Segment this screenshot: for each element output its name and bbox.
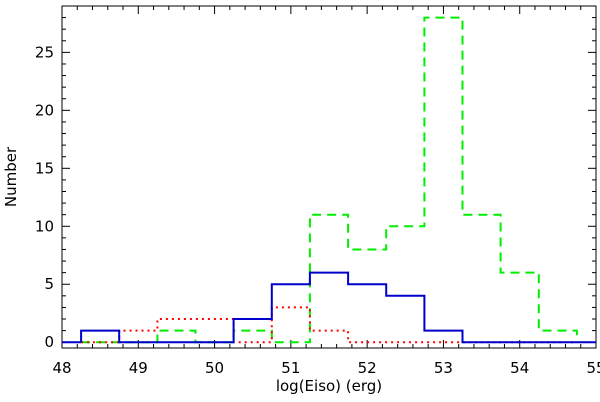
x-tick-label: 54 bbox=[510, 359, 529, 377]
plot-frame bbox=[61, 5, 597, 349]
y-tick-label: 10 bbox=[35, 217, 54, 235]
x-tick-label: 49 bbox=[129, 359, 148, 377]
y-tick-label: 15 bbox=[35, 159, 54, 177]
x-tick-label: 50 bbox=[205, 359, 224, 377]
series-layer bbox=[62, 16, 596, 344]
y-tick-label: 25 bbox=[35, 43, 54, 61]
x-tick-label: 52 bbox=[358, 359, 377, 377]
tick-labels: 48 49 50 51 52 53 54 55 0 5 10 15 20 25 bbox=[35, 43, 600, 377]
histogram-series-solid bbox=[80, 271, 577, 344]
y-tick-label: 0 bbox=[44, 333, 54, 351]
axis-ticks bbox=[61, 5, 597, 348]
y-axis-title: Number bbox=[2, 146, 20, 207]
x-tick-label: 51 bbox=[281, 359, 300, 377]
x-axis-title: log(Eiso) (erg) bbox=[276, 377, 382, 395]
y-tick-label: 5 bbox=[44, 275, 54, 293]
x-tick-label: 48 bbox=[52, 359, 71, 377]
x-tick-label: 55 bbox=[586, 359, 600, 377]
histogram-series-dashed bbox=[81, 16, 578, 344]
x-tick-label: 53 bbox=[434, 359, 453, 377]
y-tick-label: 20 bbox=[35, 101, 54, 119]
histogram-series-dotted bbox=[81, 306, 577, 344]
